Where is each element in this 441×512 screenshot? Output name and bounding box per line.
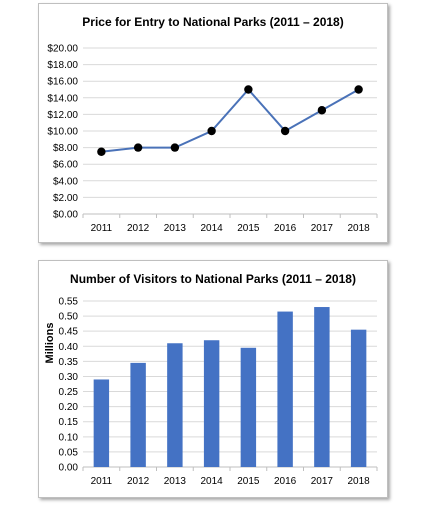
x-tick-label: 2014: [201, 476, 224, 487]
y-tick-label: $16.00: [47, 77, 78, 88]
x-tick-label: 2013: [164, 223, 187, 234]
y-tick-label: 0.40: [59, 342, 79, 353]
y-tick-label: 0.20: [59, 402, 79, 413]
x-tick-label: 2012: [127, 223, 150, 234]
bar: [203, 340, 220, 467]
x-tick-label: 2012: [127, 476, 150, 487]
data-point: [244, 85, 253, 94]
y-tick-label: 0.30: [59, 372, 79, 383]
data-point: [133, 143, 143, 152]
bar: [277, 311, 293, 467]
y-tick-label: 0.55: [59, 297, 79, 308]
y-tick-label: $14.00: [47, 93, 78, 104]
x-tick-label: 2018: [348, 476, 371, 487]
visitors-bar-chart: Number of Visitors to National Parks (20…: [44, 272, 378, 487]
bar: [167, 343, 183, 467]
data-point: [207, 126, 216, 136]
price-chart-panel: Price for Entry to National Parks (2011 …: [38, 3, 388, 243]
x-tick-label: 2017: [311, 476, 334, 487]
data-point: [317, 106, 327, 115]
y-tick-label: $0.00: [53, 210, 78, 221]
y-tick-label: 0.35: [59, 357, 79, 368]
x-tick-label: 2016: [274, 223, 297, 234]
y-tick-label: $12.00: [47, 110, 78, 121]
x-tick-label: 2018: [348, 223, 371, 234]
y-tick-label: $10.00: [47, 127, 78, 138]
x-tick-label: 2017: [311, 223, 334, 234]
y-tick-label: 0.05: [59, 447, 79, 458]
y-tick-label: $18.00: [47, 60, 78, 71]
chart-title: Price for Entry to National Parks (2011 …: [82, 15, 343, 29]
y-axis-label: Millions: [44, 323, 56, 364]
x-tick-label: 2013: [164, 476, 187, 487]
bar: [130, 362, 146, 467]
data-point: [280, 126, 290, 136]
y-tick-label: $20.00: [47, 44, 78, 55]
y-tick-label: 0.25: [59, 387, 79, 398]
y-tick-label: 0.00: [59, 463, 79, 474]
series-line: [101, 87, 360, 153]
data-point: [354, 85, 363, 94]
x-tick-label: 2016: [274, 476, 297, 487]
data-point: [170, 143, 180, 152]
x-tick-label: 2014: [201, 223, 224, 234]
y-tick-label: $8.00: [53, 143, 78, 154]
x-tick-label: 2011: [91, 476, 113, 487]
x-tick-label: 2015: [237, 476, 260, 487]
bar: [93, 379, 110, 467]
y-tick-label: $6.00: [53, 160, 78, 171]
y-tick-label: 0.15: [59, 417, 79, 428]
x-tick-label: 2015: [237, 223, 260, 234]
price-line-chart: Price for Entry to National Parks (2011 …: [47, 15, 378, 234]
bar: [314, 307, 330, 467]
y-tick-label: $2.00: [53, 193, 78, 204]
y-tick-label: 0.45: [59, 327, 79, 338]
y-tick-label: 0.50: [59, 312, 79, 323]
bar: [350, 329, 367, 467]
y-tick-label: 0.10: [59, 432, 79, 443]
chart-title: Number of Visitors to National Parks (20…: [70, 272, 356, 286]
x-tick-label: 2011: [91, 223, 113, 234]
bar: [240, 347, 257, 467]
visitors-chart-panel: Number of Visitors to National Parks (20…: [38, 260, 388, 498]
data-point: [97, 147, 106, 156]
y-tick-label: $4.00: [53, 176, 78, 187]
